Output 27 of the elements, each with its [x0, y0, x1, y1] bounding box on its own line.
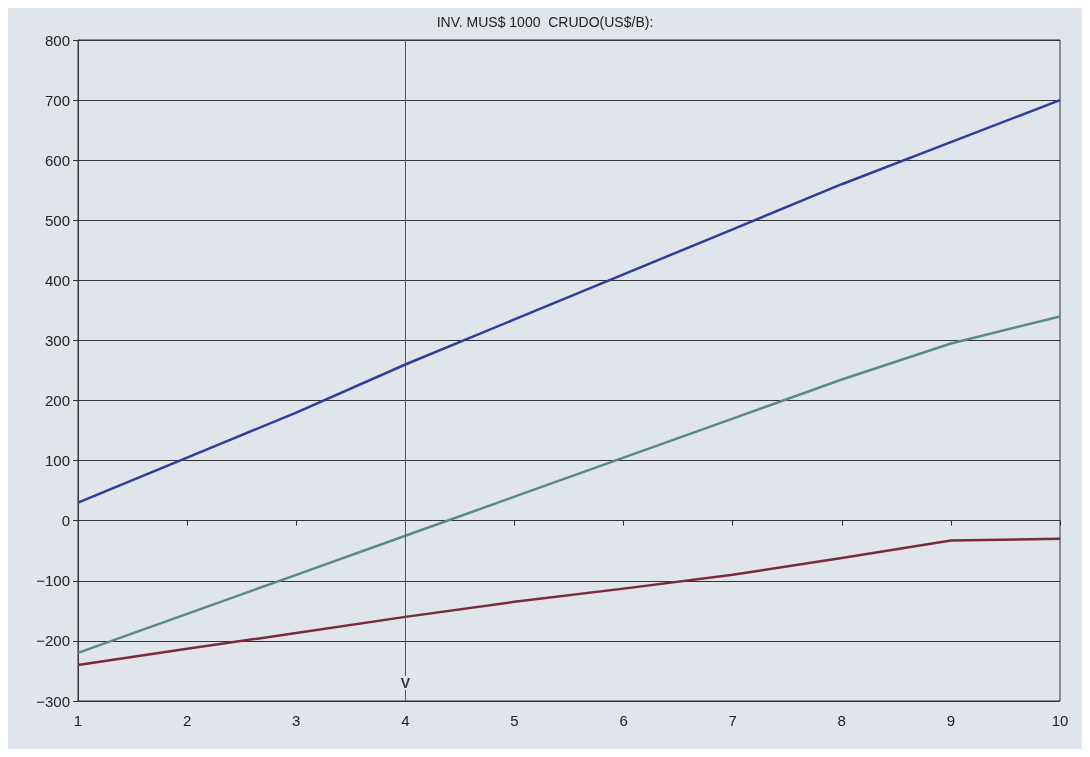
y-tick-label: 600 — [44, 151, 70, 169]
x-tick-label: 4 — [401, 712, 410, 729]
x-tick-label: 9 — [946, 712, 956, 729]
y-tick-label: −300 — [36, 692, 70, 710]
x-tick-label: 10 — [1051, 712, 1069, 729]
x-tick-label: 8 — [837, 712, 846, 729]
x-tick-label: 5 — [510, 712, 519, 729]
y-tick-label: 400 — [44, 271, 70, 289]
y-tick-label: 700 — [44, 91, 70, 109]
x-tick-label: 6 — [619, 712, 628, 729]
y-tick-label: 300 — [44, 331, 70, 349]
x-tick-label: 3 — [292, 712, 301, 729]
line-series — [76, 315, 1062, 655]
y-tick-label: 0 — [61, 512, 70, 530]
x-tick-label: 2 — [182, 712, 192, 729]
x-tick-label: 7 — [728, 712, 737, 729]
y-tick-label: −200 — [36, 632, 70, 650]
line-series — [76, 98, 1062, 504]
y-tick-label: 100 — [44, 452, 70, 470]
x-tick-label: 1 — [73, 712, 83, 729]
chart-title: INV. MUS$ 1000 CRUDO(US$/B): — [436, 14, 654, 30]
y-tick-label: 200 — [44, 392, 70, 410]
y-tick-label: −100 — [36, 572, 70, 590]
y-tick-label: 500 — [44, 211, 70, 229]
annotation: V — [400, 674, 411, 691]
y-tick-label: 800 — [44, 31, 70, 49]
line-series — [76, 537, 1062, 667]
